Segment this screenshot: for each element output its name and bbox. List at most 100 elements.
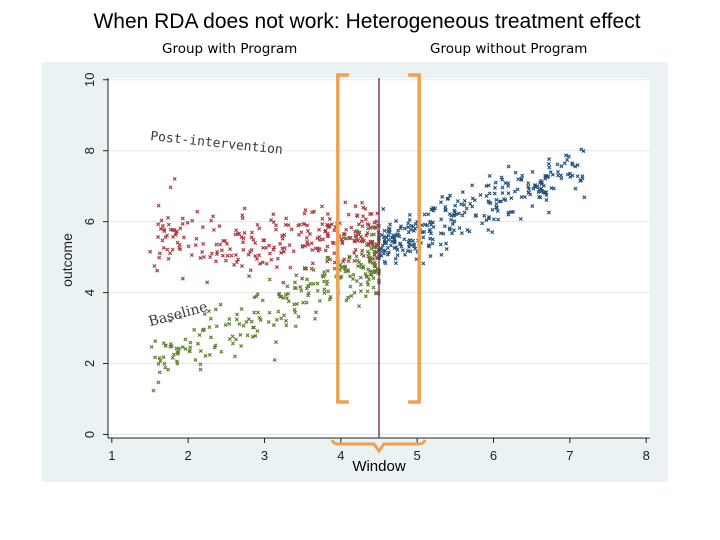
data-point: [294, 273, 299, 278]
data-point: [198, 348, 203, 353]
data-point: [286, 299, 291, 304]
x-tick-label-4: 5: [414, 448, 421, 463]
data-point: [494, 205, 499, 210]
data-point: [325, 256, 330, 261]
data-point: [439, 252, 444, 257]
data-point: [373, 270, 378, 275]
data-point: [232, 354, 237, 359]
data-point: [407, 212, 412, 217]
x-tick-label-5: 6: [490, 448, 497, 463]
data-point: [291, 249, 296, 254]
data-point: [355, 258, 360, 263]
data-point: [305, 229, 310, 234]
data-point: [234, 260, 239, 265]
data-point: [267, 310, 272, 315]
data-point: [325, 212, 330, 217]
data-point: [351, 272, 356, 277]
data-point: [546, 161, 551, 166]
data-point: [288, 265, 293, 270]
data-point: [547, 165, 552, 170]
data-point: [320, 216, 325, 221]
data-point: [356, 222, 361, 227]
data-point: [386, 250, 391, 255]
data-point: [183, 346, 188, 351]
data-point: [262, 238, 267, 243]
data-point: [319, 204, 324, 209]
data-point: [369, 232, 374, 237]
data-point: [421, 261, 426, 266]
data-point: [470, 183, 475, 188]
data-point: [178, 226, 183, 231]
data-point: [547, 157, 552, 162]
data-point: [413, 226, 418, 231]
data-point: [155, 268, 160, 273]
data-point: [157, 255, 162, 260]
data-point: [451, 213, 456, 218]
data-point: [459, 231, 464, 236]
data-point: [533, 185, 538, 190]
data-point: [304, 300, 309, 305]
data-point: [371, 256, 376, 261]
data-point: [388, 243, 393, 248]
data-point: [172, 176, 177, 181]
data-point: [342, 257, 347, 262]
data-point: [317, 234, 322, 239]
data-point: [211, 214, 216, 219]
group-with-program-label: Group with Program: [162, 41, 298, 57]
data-point: [170, 247, 175, 252]
data-point: [284, 216, 289, 221]
data-point: [275, 256, 280, 261]
data-point: [153, 355, 158, 360]
data-point: [382, 237, 387, 242]
data-point: [203, 353, 208, 358]
data-point: [311, 268, 316, 272]
data-point: [158, 358, 163, 363]
data-point: [358, 282, 363, 287]
data-point: [392, 238, 397, 243]
data-point: [234, 337, 238, 342]
data-point: [233, 253, 238, 258]
data-point: [544, 198, 549, 203]
data-point: [310, 261, 315, 266]
data-point: [549, 185, 554, 190]
data-point: [181, 235, 186, 240]
data-point: [202, 311, 207, 316]
series-without-program: [377, 147, 587, 266]
data-point: [364, 243, 369, 248]
data-point: [343, 200, 348, 205]
data-point: [208, 335, 213, 340]
data-point: [386, 237, 391, 242]
data-point: [472, 198, 477, 203]
data-point: [280, 236, 285, 241]
data-point: [422, 212, 427, 217]
data-point: [302, 211, 307, 216]
data-point: [579, 178, 583, 183]
data-point: [570, 162, 575, 167]
data-point: [289, 227, 294, 232]
data-point: [255, 292, 260, 297]
data-point: [438, 231, 443, 236]
data-point: [168, 342, 173, 347]
data-point: [328, 257, 333, 262]
data-point: [372, 264, 377, 269]
data-point: [565, 172, 570, 177]
data-point: [493, 180, 498, 185]
data-point: [500, 177, 505, 182]
data-point: [500, 185, 505, 190]
data-point: [240, 213, 245, 218]
data-point: [443, 208, 448, 213]
data-point: [353, 247, 358, 252]
x-tick-label-3: 4: [337, 448, 344, 463]
data-point: [399, 224, 404, 229]
data-point: [394, 245, 399, 250]
data-point: [206, 309, 211, 314]
data-point: [322, 287, 327, 292]
data-point: [400, 248, 405, 253]
data-point: [365, 249, 370, 254]
data-point: [365, 226, 370, 231]
data-point: [229, 253, 234, 258]
data-point: [407, 217, 412, 222]
data-point: [462, 202, 467, 207]
data-point: [271, 323, 276, 328]
data-point: [214, 242, 219, 247]
